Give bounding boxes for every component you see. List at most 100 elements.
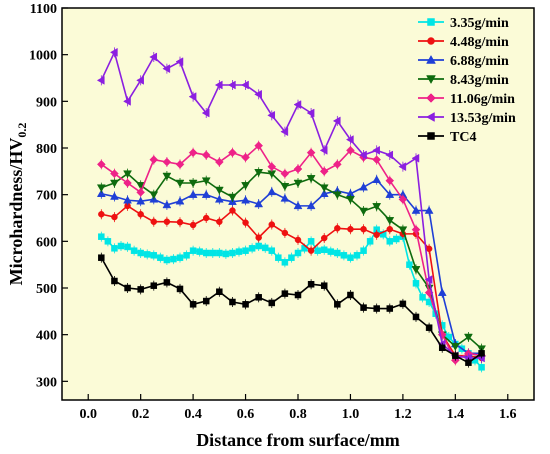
data-point	[307, 238, 315, 245]
data-point	[216, 218, 223, 225]
y-tick-label: 1100	[30, 2, 57, 17]
data-point	[347, 291, 354, 299]
data-point	[110, 192, 119, 200]
data-point	[306, 108, 315, 118]
data-point	[130, 247, 138, 254]
data-point	[373, 305, 380, 312]
data-point	[227, 80, 236, 90]
data-point	[254, 199, 264, 208]
legend-label: 8.43g/min	[450, 73, 509, 88]
legend-label: TC4	[450, 130, 476, 145]
data-point	[385, 190, 395, 198]
data-point	[201, 190, 211, 198]
data-point	[214, 157, 224, 167]
data-point	[411, 225, 421, 235]
data-point	[465, 359, 472, 366]
data-point	[241, 80, 249, 90]
data-point	[320, 234, 328, 242]
x-axis-title: Distance from surface/mm	[196, 430, 400, 450]
data-point	[347, 225, 354, 233]
data-point	[319, 166, 329, 176]
data-point	[393, 235, 400, 243]
data-point	[353, 252, 361, 259]
data-point	[136, 187, 146, 197]
data-point	[478, 350, 485, 357]
data-point	[294, 291, 302, 299]
data-point	[424, 206, 434, 214]
data-point	[438, 344, 446, 351]
data-point	[96, 189, 106, 197]
data-point	[293, 179, 303, 188]
legend-marker	[425, 112, 435, 122]
y-tick-label: 900	[36, 95, 57, 110]
data-point	[136, 196, 146, 205]
data-point	[340, 252, 348, 259]
data-point	[201, 108, 210, 118]
data-point	[202, 249, 210, 257]
data-point	[96, 159, 106, 169]
data-point	[280, 183, 290, 191]
data-point	[150, 252, 158, 259]
y-axis-title: Microhardness/HV0.2	[6, 123, 29, 286]
y-tick-label: 600	[36, 235, 57, 250]
data-point	[288, 254, 295, 261]
data-point	[201, 177, 211, 186]
data-point	[241, 195, 250, 204]
data-point	[143, 251, 151, 258]
data-point	[137, 249, 144, 257]
x-tick-labels: 0.0 0.2 0.4 0.6 0.8 1.0 1.2 1.4 1.6	[79, 407, 516, 422]
data-point	[385, 150, 394, 160]
x-tick-label: 0.0	[79, 407, 97, 422]
data-point	[163, 256, 171, 264]
data-point	[281, 290, 289, 297]
data-point	[176, 254, 184, 261]
data-point	[281, 229, 289, 237]
data-point	[293, 201, 303, 210]
data-point	[149, 191, 159, 200]
data-point	[406, 261, 413, 268]
data-point	[359, 207, 368, 216]
x-tick-label: 1.2	[394, 407, 412, 422]
x-tick-label: 1.6	[499, 407, 517, 422]
data-point	[124, 243, 131, 251]
data-point	[202, 214, 210, 222]
data-point	[176, 285, 184, 293]
data-point	[137, 286, 144, 293]
data-point	[346, 145, 355, 155]
data-point	[332, 191, 342, 200]
data-point	[372, 203, 382, 211]
data-point	[452, 352, 459, 359]
data-point	[248, 245, 256, 252]
data-point	[254, 141, 264, 151]
data-point	[123, 178, 132, 188]
data-point	[201, 150, 211, 160]
data-point	[320, 246, 328, 253]
data-point	[412, 280, 420, 287]
data-point	[188, 148, 198, 158]
data-point	[229, 298, 236, 306]
data-point	[268, 221, 276, 228]
data-point	[162, 200, 172, 209]
data-point	[96, 184, 106, 193]
data-point	[176, 218, 184, 226]
data-point	[123, 96, 131, 106]
data-point	[360, 225, 367, 233]
y-tick-label: 1000	[29, 49, 57, 64]
legend-item: 11.06g/min	[418, 92, 515, 107]
x-tick-label: 0.2	[132, 407, 150, 422]
data-point	[175, 57, 184, 67]
data-point	[96, 75, 105, 85]
data-point	[360, 247, 367, 254]
data-point	[241, 182, 250, 190]
ticks-layer	[62, 7, 509, 400]
data-point	[293, 100, 302, 110]
data-point	[136, 75, 144, 85]
data-point	[149, 52, 158, 62]
x-tick-label: 1.4	[447, 407, 465, 422]
data-point	[332, 116, 341, 126]
data-point	[373, 231, 380, 239]
data-point	[183, 252, 190, 259]
legend-item: 4.48g/min	[418, 35, 509, 50]
legend-marker	[426, 75, 436, 85]
